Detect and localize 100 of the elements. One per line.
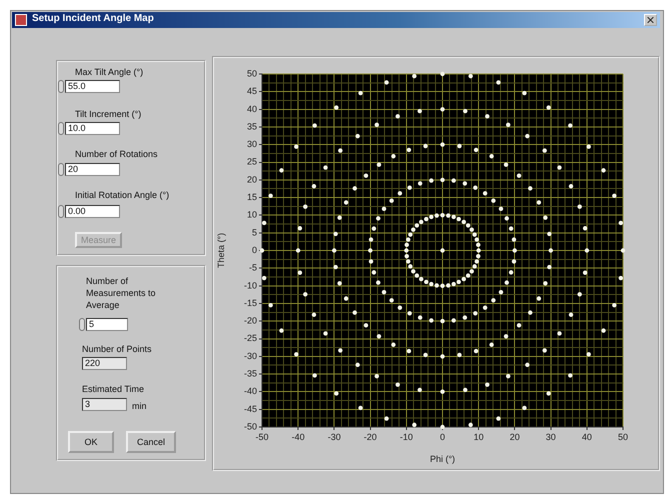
point [355, 362, 360, 368]
point [312, 373, 317, 378]
point [296, 248, 300, 253]
point [396, 382, 400, 387]
y-tick-label: -45 [244, 404, 257, 414]
point [374, 122, 379, 128]
point [391, 154, 396, 158]
point [408, 232, 413, 237]
point [429, 214, 434, 220]
point [542, 348, 547, 353]
point [612, 194, 617, 198]
point [418, 108, 422, 114]
point [364, 173, 368, 178]
point [398, 191, 402, 196]
point [407, 185, 412, 190]
point [429, 318, 434, 323]
point [462, 315, 468, 320]
y-tick-label: 0 [252, 244, 257, 255]
point [312, 123, 317, 128]
point [476, 254, 480, 258]
point [474, 259, 479, 264]
point [451, 178, 456, 183]
point [472, 232, 477, 237]
point [470, 269, 474, 274]
point [440, 213, 445, 218]
point [279, 168, 284, 173]
y-tick-label: -10 [244, 280, 257, 290]
x-tick-label: 20 [510, 432, 520, 442]
point [423, 352, 428, 358]
text: Tilt Increment (°) [75, 109, 142, 119]
text: Number of Rotations [75, 149, 158, 159]
point [466, 223, 470, 228]
point [368, 237, 374, 242]
point [522, 406, 527, 410]
point [333, 264, 338, 270]
y-tick-label: 30 [246, 139, 257, 150]
point [446, 213, 450, 218]
point [536, 296, 542, 301]
point [418, 315, 422, 320]
point [398, 305, 402, 310]
point [612, 303, 617, 308]
point [440, 107, 445, 112]
point [419, 220, 424, 224]
point [586, 352, 591, 356]
point [457, 352, 462, 358]
point [312, 312, 316, 317]
point [352, 310, 357, 315]
point [536, 200, 542, 205]
point [412, 74, 417, 78]
point [355, 134, 360, 138]
text: Max Tilt Angle (°) [75, 67, 144, 77]
point [376, 280, 380, 285]
point [451, 214, 456, 220]
y-tick-label: 10 [246, 210, 257, 220]
point [473, 311, 478, 316]
point [463, 108, 468, 114]
point [294, 144, 298, 149]
point [542, 148, 547, 153]
point [489, 154, 494, 158]
text: OK [68, 431, 114, 453]
point [262, 220, 266, 226]
point [368, 259, 374, 264]
point [582, 226, 588, 230]
point [434, 283, 439, 288]
point [358, 90, 363, 96]
point [337, 281, 342, 286]
point [411, 227, 416, 232]
point [389, 198, 394, 203]
point [334, 105, 339, 110]
x-tick-label: -30 [328, 432, 341, 442]
point [472, 264, 477, 269]
y-tick-label: -20 [244, 316, 257, 326]
point [440, 354, 445, 359]
point [279, 328, 284, 333]
point [384, 416, 389, 421]
point [482, 191, 488, 196]
y-tick-label: 40 [246, 104, 257, 114]
point [451, 282, 456, 286]
x-tick-label: -20 [364, 432, 377, 442]
point [372, 270, 376, 275]
x-tick-label: -40 [292, 432, 305, 442]
point [260, 248, 264, 253]
point [429, 282, 434, 286]
y-tick-label: 15 [246, 192, 257, 202]
point [618, 276, 624, 280]
text: 220 [82, 357, 127, 370]
point [508, 270, 514, 275]
point [577, 204, 582, 209]
point [414, 223, 420, 228]
point [440, 318, 445, 324]
point [391, 342, 396, 347]
point [423, 144, 428, 148]
point [376, 216, 380, 221]
point [456, 280, 461, 284]
point [528, 186, 532, 191]
y-tick-label: -15 [244, 298, 257, 308]
point [620, 248, 626, 253]
point [332, 248, 336, 253]
y-tick-label: 45 [246, 86, 257, 96]
point [338, 348, 343, 353]
